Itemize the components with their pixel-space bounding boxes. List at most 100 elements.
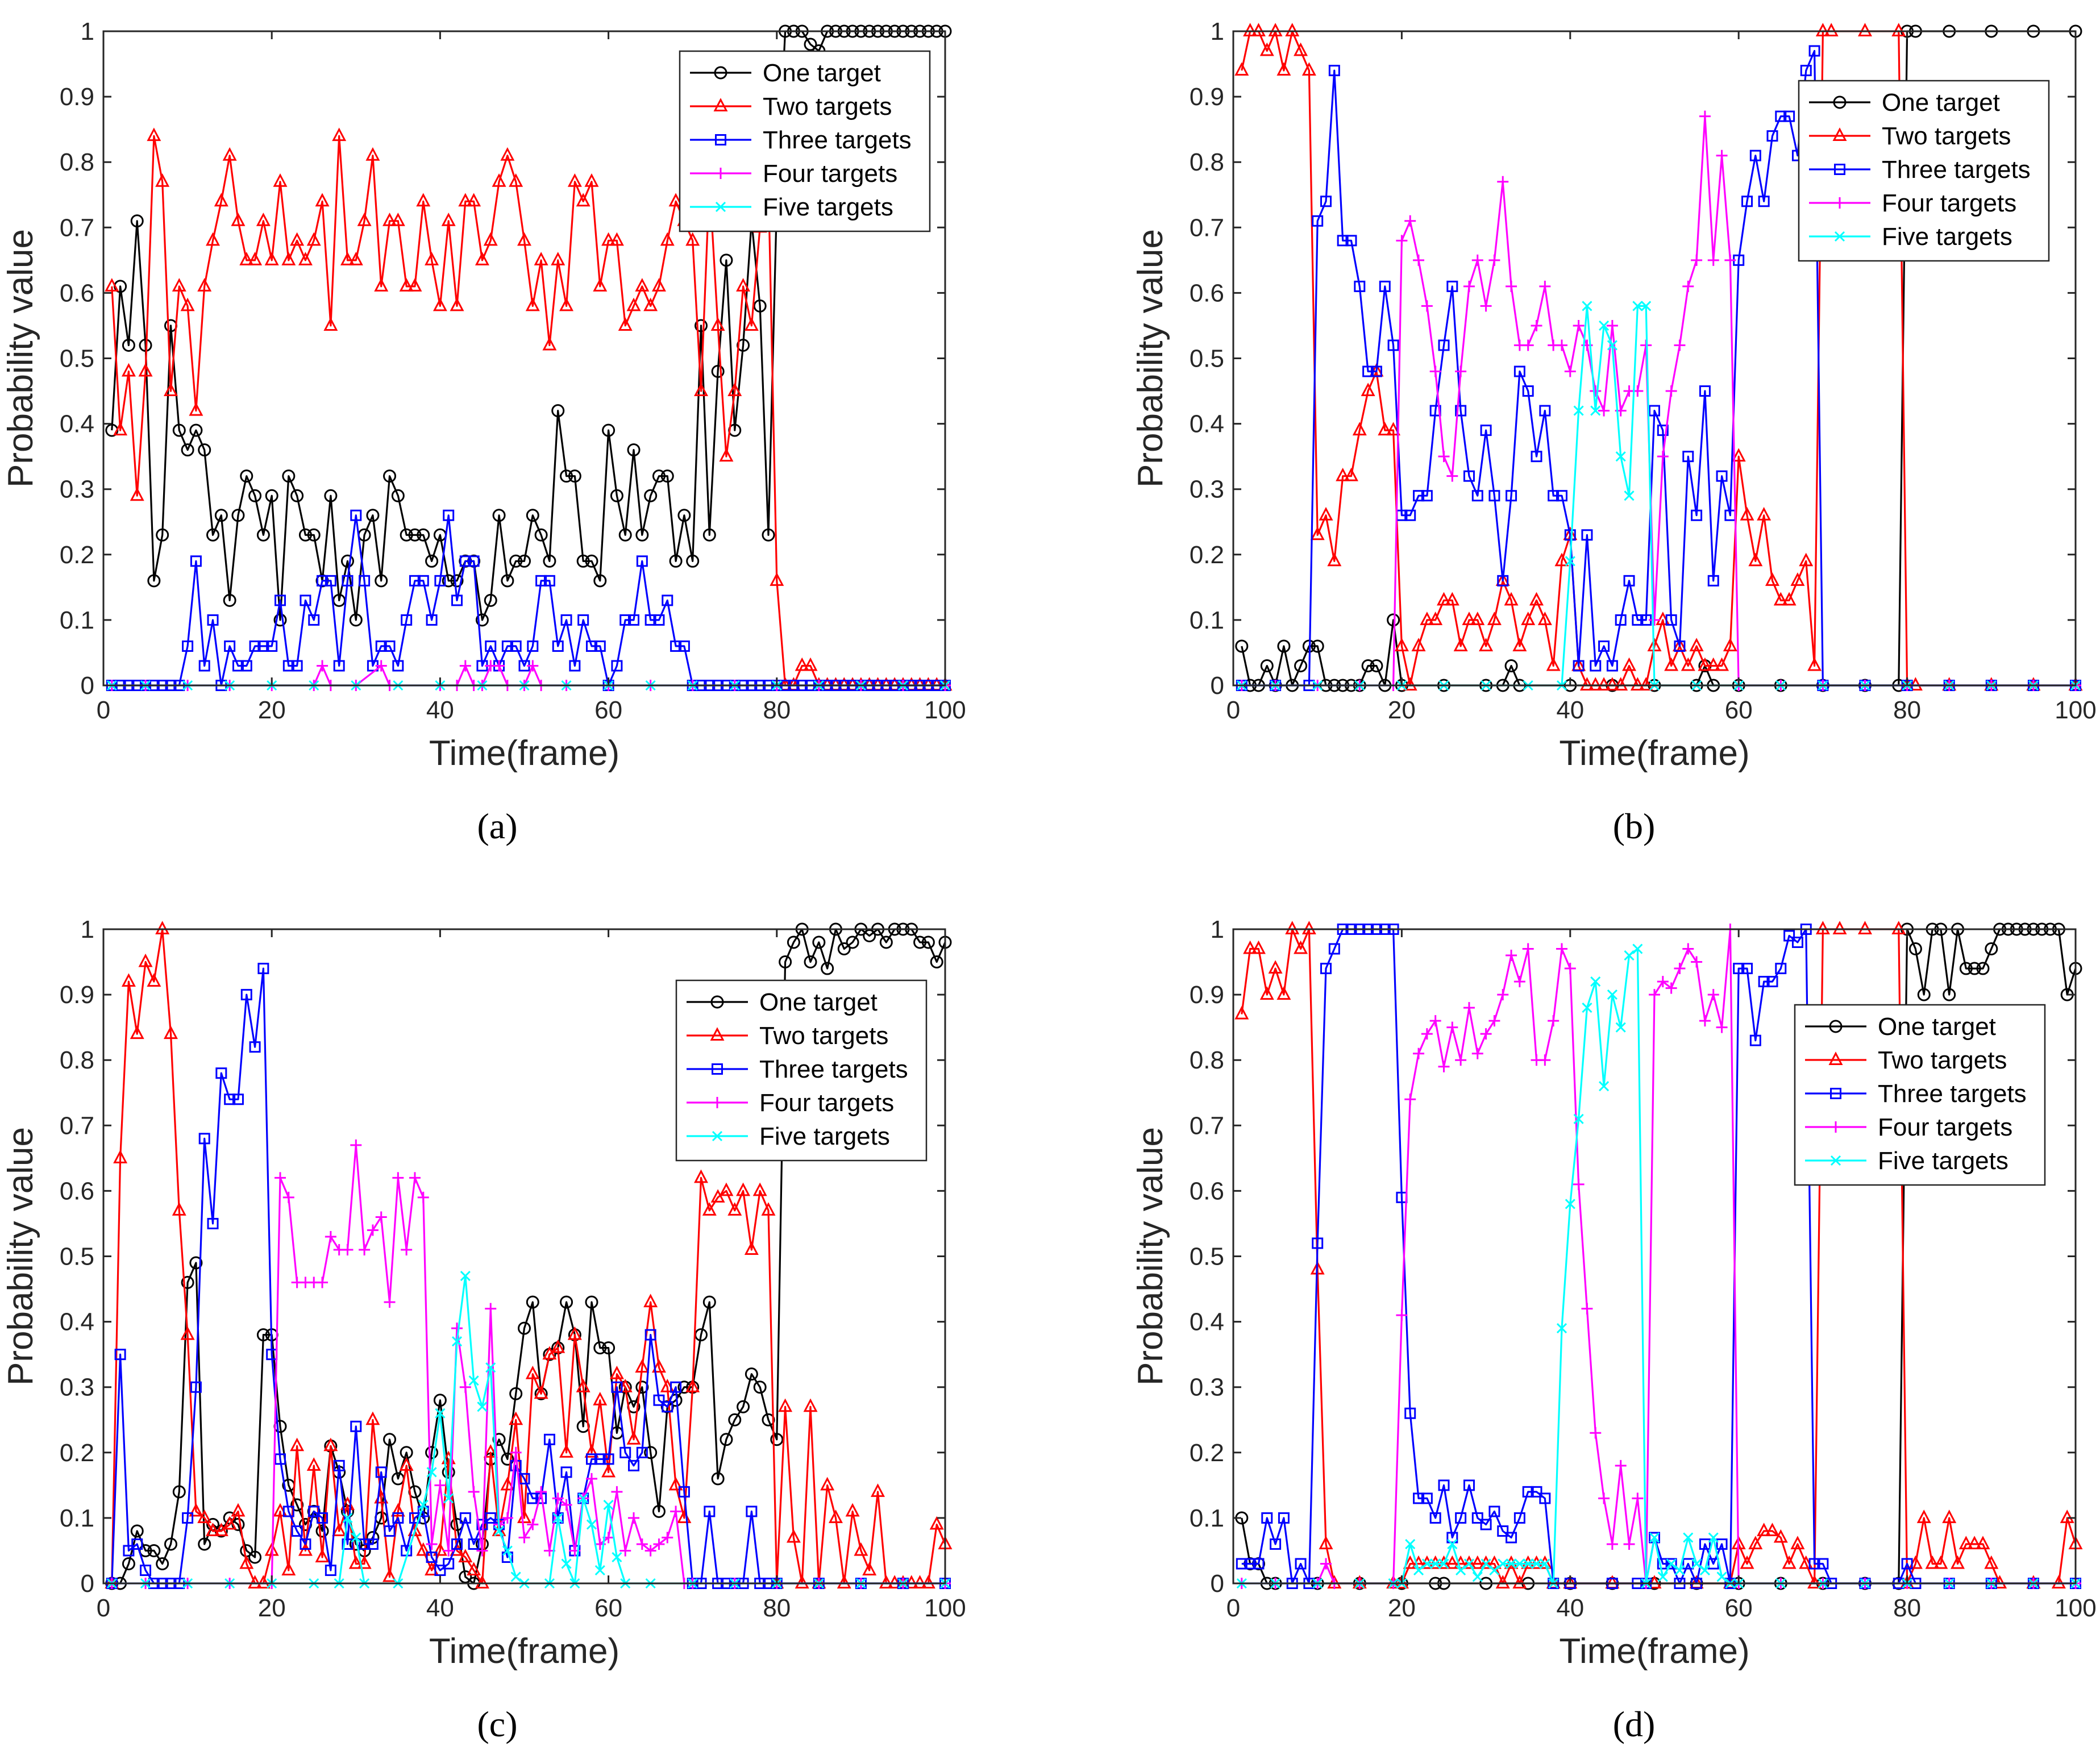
data-point-four [1556, 943, 1567, 955]
data-point-three [1733, 963, 1745, 975]
data-point-three [1556, 490, 1567, 502]
y-tick-label: 0.4 [1190, 410, 1224, 438]
data-point-five [552, 1512, 563, 1523]
data-point-two [290, 232, 305, 246]
data-point-two [155, 173, 170, 187]
data-point-four [317, 660, 328, 672]
data-point-two [534, 1385, 548, 1399]
legend-item-four: Four targets [1805, 1113, 2012, 1141]
data-point-two [820, 1477, 835, 1491]
data-point-three [325, 1564, 336, 1576]
data-point-two [509, 173, 523, 187]
data-point-one [921, 935, 935, 949]
data-point-two [517, 232, 531, 246]
data-point-two [147, 127, 161, 142]
data-point-one [1917, 988, 1931, 1001]
x-tick-label: 0 [97, 696, 110, 724]
data-point-two [1765, 572, 1779, 586]
data-point-one [812, 935, 826, 949]
y-tick-label: 1 [81, 916, 94, 943]
data-point-four [1396, 235, 1408, 247]
data-point-one [1260, 659, 1274, 672]
y-tick-label: 0.7 [1190, 214, 1224, 242]
data-point-three [1657, 1558, 1669, 1570]
data-point-five [1716, 1571, 1727, 1582]
data-point-five [351, 1532, 361, 1543]
data-point-four [384, 1296, 396, 1308]
data-point-three [485, 1512, 497, 1524]
y-tick-label: 0.8 [60, 1046, 94, 1074]
data-point-one [130, 214, 144, 228]
legend-label-five: Five targets [1878, 1147, 2008, 1175]
data-point-five [1607, 989, 1617, 1000]
legend-marker-one [1829, 1020, 1843, 1033]
data-point-five [1438, 1558, 1449, 1569]
data-point-three [1337, 235, 1349, 247]
data-point-one [711, 365, 725, 379]
data-point-five [1657, 1571, 1668, 1582]
data-point-three [1455, 1512, 1467, 1524]
data-point-three [644, 614, 656, 626]
data-point-five [1565, 556, 1575, 567]
data-point-two [770, 572, 784, 586]
data-point-three [401, 614, 413, 626]
data-point-four [1522, 943, 1534, 955]
y-tick-label: 0.6 [1190, 279, 1224, 307]
data-point-one [484, 593, 497, 607]
data-point-one [804, 955, 817, 969]
data-point-two [1529, 1555, 1544, 1569]
data-point-three [1665, 614, 1677, 626]
data-point-three [249, 640, 261, 652]
data-point-four [1564, 963, 1576, 975]
data-point-five [426, 1467, 437, 1478]
data-point-two [1529, 592, 1544, 606]
data-point-two [576, 1378, 591, 1392]
data-point-two [1479, 1555, 1494, 1569]
data-point-three [375, 640, 387, 652]
data-point-three [1455, 405, 1467, 417]
data-point-two [1790, 1536, 1805, 1549]
legend-marker-five [1834, 231, 1845, 242]
data-point-three [1632, 614, 1644, 626]
data-point-three [619, 614, 631, 626]
data-point-two [1411, 638, 1426, 651]
data-point-two [1740, 1555, 1754, 1569]
data-point-three [1328, 943, 1340, 955]
data-point-two [1234, 62, 1249, 76]
data-point-two [1958, 1536, 1973, 1549]
data-point-three [527, 1492, 539, 1504]
data-point-two [1689, 638, 1704, 651]
data-point-three [224, 1093, 236, 1105]
data-point-four [1548, 1015, 1560, 1027]
data-point-one [492, 1433, 506, 1446]
x-tick-label: 100 [924, 1594, 966, 1622]
data-point-one [518, 1321, 531, 1335]
data-point-two [1445, 1555, 1459, 1569]
data-point-three [198, 1133, 210, 1145]
data-point-four [493, 660, 505, 672]
data-point-three [367, 1538, 379, 1550]
data-point-three [1581, 529, 1593, 541]
data-point-four [1606, 319, 1618, 331]
legend-item-four: Four targets [1809, 189, 2016, 217]
data-point-three [317, 575, 328, 587]
data-point-four [1455, 1054, 1467, 1066]
legend-label-four: Four targets [1878, 1113, 2012, 1141]
data-point-three [1606, 660, 1618, 672]
data-point-five [1599, 320, 1610, 331]
data-point-one [417, 528, 430, 542]
data-point-three [662, 1401, 673, 1413]
legend-marker-two [1828, 1051, 1843, 1065]
legend-item-two: Two targets [1805, 1046, 2007, 1074]
data-point-two [1352, 422, 1367, 436]
data-point-two [1554, 552, 1569, 567]
series-line-four [1241, 115, 2076, 687]
y-tick-label: 0.4 [60, 410, 94, 438]
legend-marker-four [712, 1097, 723, 1108]
data-point-three [275, 1453, 286, 1465]
data-point-two [1546, 657, 1561, 671]
series-line-three [1241, 49, 2076, 687]
data-point-three [375, 1466, 387, 1478]
y-tick-label: 1 [81, 18, 94, 45]
data-point-one [762, 528, 775, 542]
